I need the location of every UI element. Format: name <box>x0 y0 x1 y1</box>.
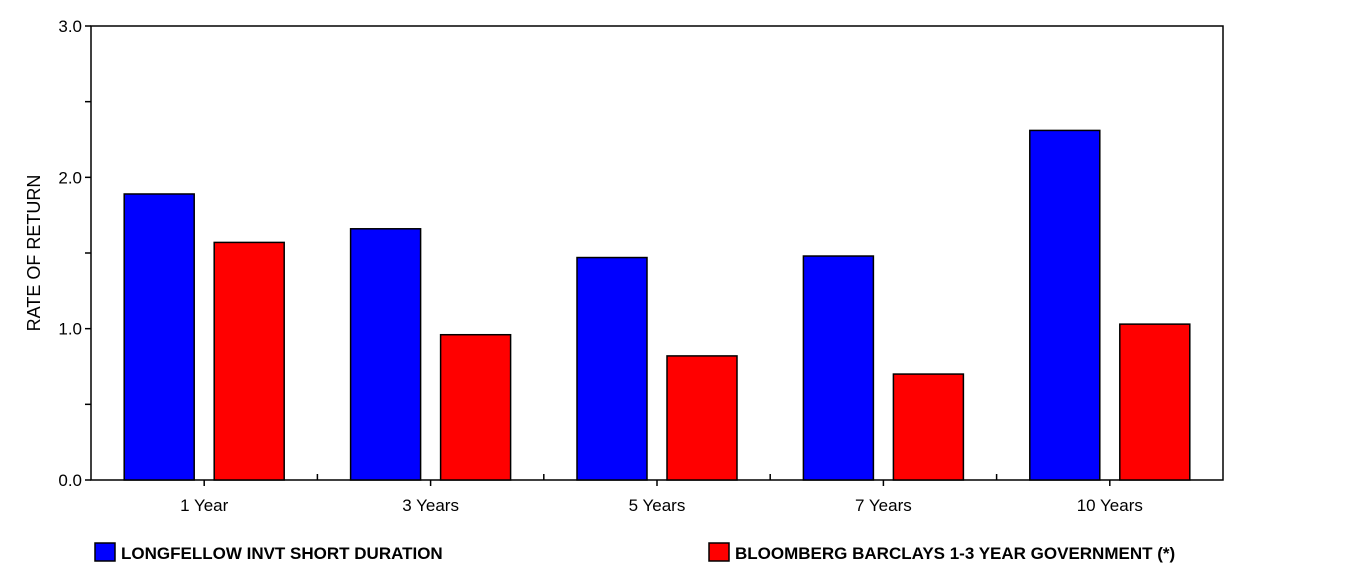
bar-longfellow-4 <box>1029 129 1101 481</box>
legend-label-bloomberg: BLOOMBERG BARCLAYS 1-3 YEAR GOVERNMENT (… <box>735 544 1175 563</box>
legend-swatch-longfellow <box>94 542 116 562</box>
bar-longfellow-0 <box>123 193 195 481</box>
bars-group <box>123 129 1191 481</box>
legend-label-longfellow: LONGFELLOW INVT SHORT DURATION <box>121 544 443 563</box>
x-tick-label: 7 Years <box>855 496 912 515</box>
legend: LONGFELLOW INVT SHORT DURATION BLOOMBERG … <box>94 542 1175 563</box>
y-tick-label: 3.0 <box>58 17 82 36</box>
x-tick-label: 1 Year <box>180 496 229 515</box>
x-tick-label: 5 Years <box>629 496 686 515</box>
bar-bloomberg-4 <box>1119 323 1191 481</box>
y-tick-label: 0.0 <box>58 471 82 490</box>
x-tick-label: 3 Years <box>402 496 459 515</box>
bar-bloomberg-3 <box>892 373 965 481</box>
bar-longfellow-2 <box>576 256 648 481</box>
legend-swatch-bloomberg <box>708 542 730 562</box>
bar-bloomberg-1 <box>439 333 512 481</box>
y-tick-label: 1.0 <box>58 320 82 339</box>
bar-bloomberg-2 <box>666 355 738 481</box>
bar-longfellow-3 <box>802 255 875 481</box>
bar-longfellow-1 <box>349 228 422 481</box>
bar-bloomberg-0 <box>213 241 285 481</box>
y-axis-title: RATE OF RETURN <box>24 175 44 332</box>
x-axis: 1 Year 3 Years 5 Years 7 Years 10 Years <box>180 474 1143 515</box>
y-tick-label: 2.0 <box>58 168 82 187</box>
x-tick-label: 10 Years <box>1077 496 1143 515</box>
y-axis: 0.0 1.0 2.0 3.0 <box>58 17 91 490</box>
